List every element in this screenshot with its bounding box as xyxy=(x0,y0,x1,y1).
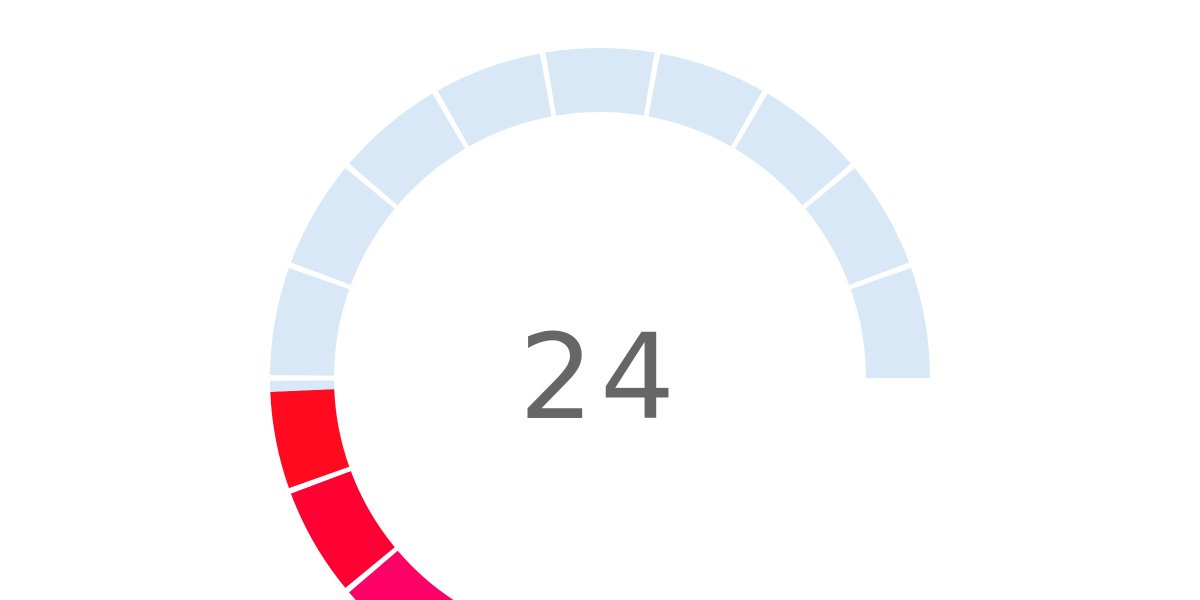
gauge-segment-inactive xyxy=(648,53,763,147)
gauge-segment-active xyxy=(349,550,454,600)
gauge-segment-inactive xyxy=(270,380,335,392)
gauge-segment-inactive xyxy=(349,93,465,206)
gauge-segment-inactive xyxy=(850,267,930,378)
gauge-segment-active xyxy=(290,471,395,588)
gauge-segment-active xyxy=(270,389,350,489)
gauge-segment-inactive xyxy=(735,93,851,206)
gauge-segment-inactive xyxy=(805,168,910,285)
gauge-segment-inactive xyxy=(437,53,552,147)
gauge-segment-inactive xyxy=(545,48,655,116)
gauge-value-label: 24 xyxy=(518,308,682,446)
gauge-segment-inactive xyxy=(290,168,395,285)
gauge-segment-inactive xyxy=(270,267,350,376)
